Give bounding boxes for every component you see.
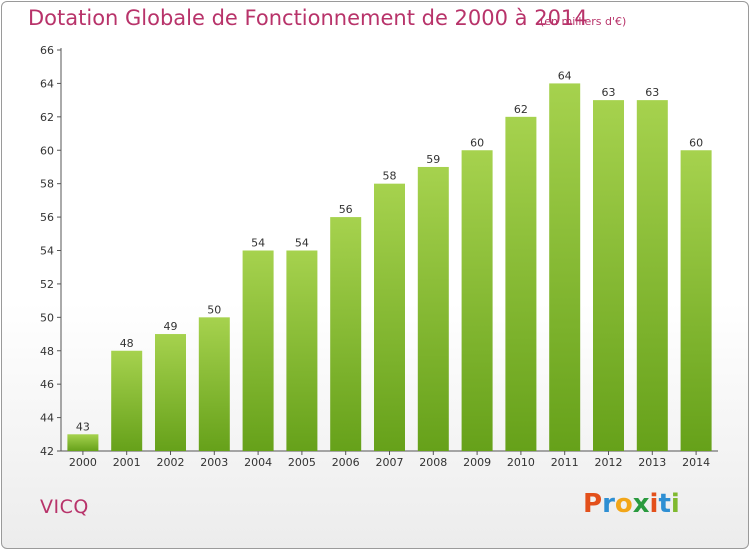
- data-label-2010: 62: [514, 103, 528, 116]
- data-label-2009: 60: [470, 136, 484, 149]
- bar-2011: [549, 83, 581, 452]
- data-label-2013: 63: [645, 86, 659, 99]
- data-label-2011: 64: [558, 69, 572, 82]
- bar-2010: [505, 116, 537, 451]
- data-label-2005: 54: [295, 237, 309, 250]
- x-tick-label: 2003: [200, 456, 228, 469]
- y-tick-label: 60: [40, 144, 54, 157]
- bar-2006: [330, 217, 362, 451]
- y-tick-label: 50: [40, 311, 54, 324]
- x-tick-label: 2014: [682, 456, 710, 469]
- data-label-2008: 59: [426, 153, 440, 166]
- x-tick-label: 2011: [551, 456, 579, 469]
- y-tick-label: 54: [40, 245, 54, 258]
- x-tick-label: 2007: [376, 456, 404, 469]
- x-tick-label: 2012: [595, 456, 623, 469]
- x-tick-label: 2010: [507, 456, 535, 469]
- commune-name: VICQ: [40, 496, 89, 518]
- y-tick-label: 48: [40, 345, 54, 358]
- data-label-2003: 50: [207, 303, 221, 316]
- y-tick-label: 56: [40, 211, 54, 224]
- x-tick-label: 2002: [157, 456, 185, 469]
- y-tick-label: 42: [40, 445, 54, 458]
- y-tick-label: 58: [40, 178, 54, 191]
- bar-2009: [461, 150, 493, 451]
- data-label-2002: 49: [164, 320, 178, 333]
- x-tick-label: 2004: [244, 456, 272, 469]
- data-label-2014: 60: [689, 136, 703, 149]
- x-tick-label: 2000: [69, 456, 97, 469]
- bar-2005: [286, 250, 318, 451]
- y-tick-label: 52: [40, 278, 54, 291]
- proxiti-logo[interactable]: Proxiti: [583, 489, 680, 519]
- chart-bars: [67, 83, 712, 452]
- y-tick-label: 64: [40, 77, 54, 90]
- bar-2004: [242, 250, 274, 451]
- x-tick-label: 2013: [638, 456, 666, 469]
- x-tick-label: 2001: [113, 456, 141, 469]
- data-label-2012: 63: [602, 86, 616, 99]
- bar-2013: [636, 100, 668, 451]
- y-tick-label: 46: [40, 378, 54, 391]
- y-tick-label: 44: [40, 412, 54, 425]
- bar-2007: [374, 183, 405, 451]
- x-tick-label: 2008: [419, 456, 447, 469]
- bar-2012: [593, 100, 624, 451]
- x-tick-label: 2005: [288, 456, 316, 469]
- data-label-2000: 43: [76, 420, 90, 433]
- data-label-2007: 58: [383, 170, 397, 183]
- x-tick-label: 2006: [332, 456, 360, 469]
- bar-2008: [417, 166, 449, 452]
- y-tick-label: 66: [40, 44, 54, 57]
- bar-2014: [680, 150, 712, 451]
- bar-2000: [67, 434, 99, 451]
- bar-2001: [111, 350, 143, 451]
- bar-2002: [155, 334, 186, 451]
- data-label-2004: 54: [251, 237, 265, 250]
- chart-labels: 2000 43 2001 48 2002 49 2003 50 2004 54 2005 54 2006…: [69, 69, 710, 469]
- chart-subtitle: (en milliers d'€): [540, 15, 627, 28]
- chart-title: Dotation Globale de Fonctionnement de 20…: [28, 6, 588, 30]
- bar-2003: [198, 317, 230, 451]
- y-tick-label: 62: [40, 111, 54, 124]
- x-tick-label: 2009: [463, 456, 491, 469]
- data-label-2006: 56: [339, 203, 353, 216]
- data-label-2001: 48: [120, 337, 134, 350]
